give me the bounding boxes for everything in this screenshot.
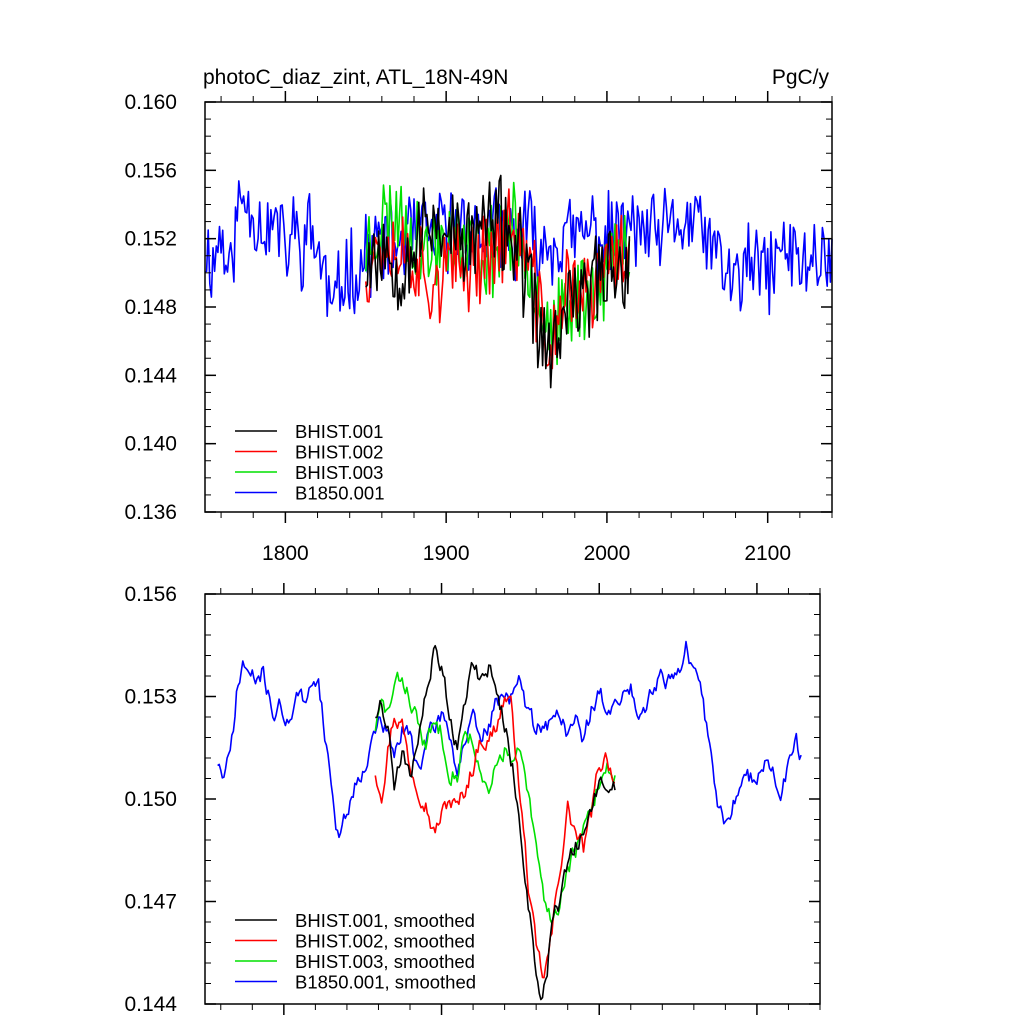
top-ytick-label: 0.144: [124, 364, 177, 387]
bottom-ytick-label: 0.144: [124, 993, 177, 1016]
bottom-ytick-label: 0.153: [124, 686, 177, 709]
bottom-series-group: [217, 640, 802, 1001]
bottom-series-bhist-002-smoothed: [374, 695, 616, 979]
title-right: PgC/y: [772, 66, 830, 89]
top-series-group: [204, 174, 833, 389]
bottom-series-bhist-003-smoothed: [374, 671, 616, 925]
top-ytick-label: 0.136: [124, 501, 177, 524]
top-ytick-label: 0.156: [124, 159, 177, 182]
bottom-legend-label: BHIST.002, smoothed: [295, 931, 475, 952]
bottom-legend-label: B1850.001, smoothed: [295, 972, 476, 993]
bottom-series-bhist-001-smoothed: [375, 644, 616, 1001]
top-ytick-label: 0.148: [124, 296, 177, 319]
title-left: photoC_diaz_zint, ATL_18N-49N: [203, 66, 508, 89]
top-ytick-label: 0.152: [124, 228, 177, 251]
top-xtick-label: 1900: [423, 542, 470, 565]
top-xtick-label: 2100: [744, 542, 791, 565]
top-series-bhist-003: [365, 181, 631, 366]
bottom-legend-label: BHIST.003, smoothed: [295, 951, 475, 972]
panel-top: 0.136 0.140 0.144 0.148 0.152 0.156 0.160 1800 1…: [124, 91, 833, 565]
top-legend-label: BHIST.002: [295, 442, 383, 463]
bottom-ytick-label: 0.150: [124, 788, 177, 811]
top-xtick-label: 2000: [584, 542, 631, 565]
top-series-bhist-001: [365, 174, 631, 389]
top-legend-label: BHIST.003: [295, 462, 383, 483]
panel-bottom: 0.144 0.147 0.150 0.153 0.156 BHIST.001, smo…: [124, 583, 821, 1016]
top-legend-label: B1850.001: [295, 483, 385, 504]
top-ytick-label: 0.140: [124, 433, 177, 456]
top-legend-label: BHIST.001: [295, 421, 383, 442]
bottom-ytick-label: 0.156: [124, 583, 177, 606]
top-xtick-label: 1800: [262, 542, 309, 565]
bottom-legend-label: BHIST.001, smoothed: [295, 910, 475, 931]
top-ytick-label: 0.160: [124, 91, 177, 114]
bottom-ytick-label: 0.147: [124, 891, 177, 914]
bottom-series-b1850-001-smoothed: [217, 640, 802, 839]
